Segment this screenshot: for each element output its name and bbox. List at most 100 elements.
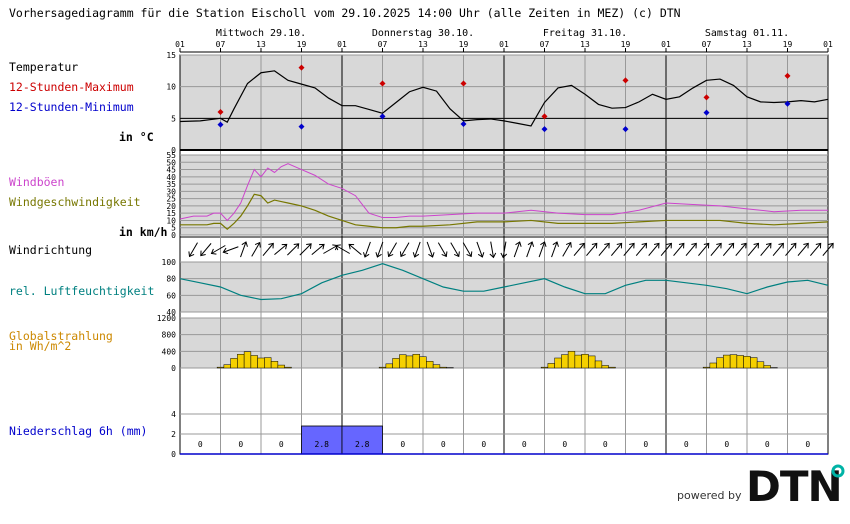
hour-tick-label: 13 <box>742 40 752 49</box>
winddir-arrow <box>262 242 274 256</box>
winddir-arrow <box>562 241 572 257</box>
winddir-arrow-shaft <box>311 243 325 256</box>
hour-tick-label: 01 <box>823 40 833 49</box>
wind-tick-label: 40 <box>166 173 176 182</box>
winddir-arrow <box>287 243 300 256</box>
radiation-bar <box>223 364 231 369</box>
radiation-bar <box>561 354 569 369</box>
humidity-tick-label: 100 <box>162 258 177 267</box>
winddir-arrow-head <box>678 242 685 249</box>
wind-tick-label: 50 <box>166 158 176 167</box>
radiation-bar <box>763 365 771 369</box>
winddir-arrow <box>188 242 198 258</box>
temp-tick-label: 10 <box>166 83 176 92</box>
precip-tick-label: 4 <box>171 410 176 419</box>
winddir-arrow-shaft <box>364 241 371 258</box>
winddir-arrow <box>698 242 710 256</box>
winddir-arrow <box>598 242 610 256</box>
winddir-arrow <box>735 242 747 256</box>
precip-tick-label: 0 <box>171 450 176 459</box>
svg-text:DTN: DTN <box>746 462 842 502</box>
label-wind-unit: in km/h <box>119 225 168 239</box>
winddir-arrow-head <box>375 252 382 258</box>
winddir-arrow-shaft <box>660 243 672 256</box>
winddir-arrow-shaft <box>335 245 350 254</box>
winddir-arrow-shaft <box>797 243 809 256</box>
winddir-arrow-head <box>210 248 217 255</box>
hour-tick-label: 19 <box>297 40 307 49</box>
winddir-arrow-shaft <box>735 243 747 256</box>
precip-value-label: 0 <box>441 440 446 449</box>
winddir-arrow <box>363 241 371 258</box>
winddir-arrow-head <box>281 243 288 250</box>
winddir-arrow-head <box>753 242 760 249</box>
winddir-arrow <box>200 243 212 257</box>
winddir-arrow-head <box>666 242 672 249</box>
winddir-arrow-head <box>188 251 195 258</box>
winddir-arrow-head <box>728 242 735 249</box>
tmin-point <box>379 113 386 120</box>
tmin-point <box>784 100 791 107</box>
label-winddir: Windrichtung <box>9 243 93 257</box>
winddir-arrow-shaft <box>388 242 397 257</box>
winddir-arrow-shaft <box>685 243 697 256</box>
radiation-bar <box>736 355 744 369</box>
radiation-bar <box>216 366 225 369</box>
hour-tick-label: 01 <box>337 40 347 49</box>
winddir-arrow-head <box>741 242 747 249</box>
precip-value-label: 0 <box>603 440 608 449</box>
winddir-arrow-head <box>453 251 460 258</box>
hour-tick-label: 19 <box>783 40 793 49</box>
winddir-arrow-head <box>616 242 623 249</box>
precip-value-label: 0 <box>643 440 648 449</box>
winddir-arrow-shaft <box>502 241 507 258</box>
radiation-bar <box>601 365 609 369</box>
winddir-arrow <box>660 242 672 256</box>
winddir-arrow-shaft <box>586 243 598 256</box>
winddir-arrow <box>797 242 809 256</box>
winddir-arrow-head <box>200 250 206 257</box>
hour-tick-label: 07 <box>540 40 550 49</box>
tmin-point <box>541 126 548 133</box>
winddir-arrow <box>785 242 797 256</box>
temp-tick-label: 15 <box>166 51 176 60</box>
humidity-tick-label: 80 <box>166 275 176 284</box>
label-radiation-unit: in Wh/m^2 <box>9 339 72 353</box>
winddir-arrow-head <box>552 241 559 247</box>
winddir-arrow-head <box>222 247 229 255</box>
radiation-bar <box>378 366 387 369</box>
wind-series <box>180 193 829 230</box>
winddir-arrow <box>387 242 397 258</box>
humidity-tick-label: 40 <box>166 308 176 317</box>
winddir-arrow-head <box>629 242 635 249</box>
radiation-bar <box>709 362 717 369</box>
day-label: Freitag 31.10. <box>543 28 627 39</box>
winddir-arrow-shaft <box>240 241 247 258</box>
winddir-arrow <box>251 241 261 257</box>
label-humidity: rel. Luftfeuchtigkeit <box>9 284 155 298</box>
winddir-arrow-shaft <box>562 242 572 257</box>
wind-tick-label: 55 <box>166 151 176 160</box>
winddir-arrow-shaft <box>610 243 623 256</box>
day-label: Samstag 01.11. <box>705 28 789 39</box>
radiation-bar <box>540 366 549 369</box>
winddir-arrow-shaft <box>772 243 784 256</box>
winddir-arrow <box>673 242 685 256</box>
winddir-arrow <box>210 245 226 255</box>
winddir-arrow-head <box>268 242 274 249</box>
winddir-arrow-head <box>254 241 261 248</box>
hour-tick-label: 13 <box>418 40 428 49</box>
day-label: Mittwoch 29.10. <box>216 28 306 39</box>
winddir-arrow-shaft <box>710 243 722 256</box>
radiation-bar <box>426 361 434 369</box>
radiation-tick-label: 400 <box>162 347 177 356</box>
winddir-arrow <box>489 241 497 259</box>
winddir-arrow-shaft <box>400 242 410 257</box>
radiation-bar <box>264 357 272 369</box>
radiation-bar <box>399 354 407 369</box>
radiation-tick-label: 0 <box>171 364 176 373</box>
winddir-arrow-head <box>399 251 406 258</box>
winddir-arrow-shaft <box>822 243 834 256</box>
radiation-bar <box>257 357 265 369</box>
winddir-arrow <box>399 242 410 258</box>
